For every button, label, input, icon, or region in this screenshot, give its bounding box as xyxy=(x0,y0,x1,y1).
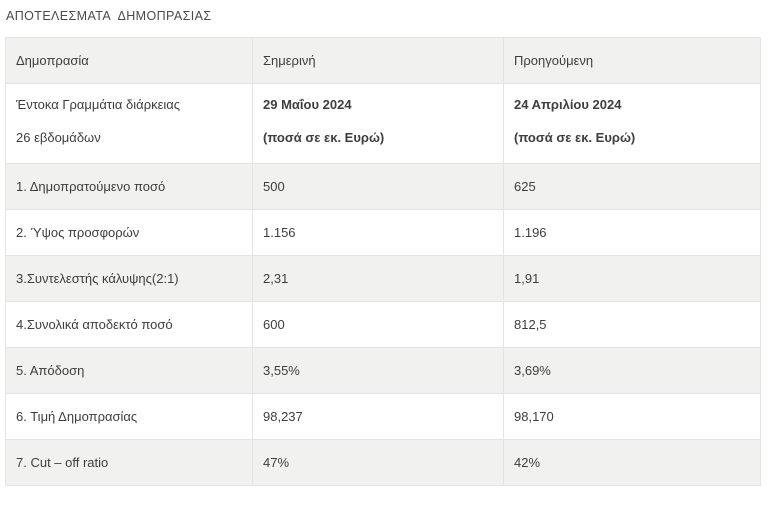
table-row: 1. Δημοπρατούμενο ποσό 500 625 xyxy=(5,163,761,210)
row-previous-value: 42% xyxy=(503,439,761,486)
row-current-value: 3,55% xyxy=(252,347,504,394)
subheader-row: Έντοκα Γραμμάτια διάρκειας 26 εβδομάδων … xyxy=(5,83,761,164)
row-label: 4.Συνολικά αποδεκτό ποσό xyxy=(5,301,253,348)
row-label: 5. Απόδοση xyxy=(5,347,253,394)
page-title: ΑΠΟΤΕΛΕΣΜΑΤΑ ΔΗΜΟΠΡΑΣΙΑΣ xyxy=(6,9,212,23)
row-current-value: 1.156 xyxy=(252,209,504,256)
row-label: 6. Τιμή Δημοπρασίας xyxy=(5,393,253,440)
row-current-value: 98,237 xyxy=(252,393,504,440)
row-current-value: 2,31 xyxy=(252,255,504,302)
table-row: 6. Τιμή Δημοπρασίας 98,237 98,170 xyxy=(5,393,761,440)
row-current-value: 600 xyxy=(252,301,504,348)
row-current-value: 500 xyxy=(252,163,504,210)
column-header-previous: Προηγούμενη xyxy=(503,37,761,84)
security-duration: 26 εβδομάδων xyxy=(16,130,101,145)
table-row: 2. Ύψος προσφορών 1.156 1.196 xyxy=(5,209,761,256)
previous-unit-note: (ποσά σε εκ. Ευρώ) xyxy=(514,130,636,145)
row-current-value: 47% xyxy=(252,439,504,486)
row-previous-value: 98,170 xyxy=(503,393,761,440)
column-header-current: Σημερινή xyxy=(252,37,504,84)
previous-auction-date: 24 Απριλίου 2024 xyxy=(514,97,622,112)
security-name: Έντοκα Γραμμάτια διάρκειας xyxy=(16,97,181,112)
current-auction-date: 29 Μαΐου 2024 xyxy=(263,97,352,112)
previous-auction-date-cell: 24 Απριλίου 2024 (ποσά σε εκ. Ευρώ) xyxy=(503,83,761,164)
row-previous-value: 1.196 xyxy=(503,209,761,256)
table-row: 3.Συντελεστής κάλυψης(2:1) 2,31 1,91 xyxy=(5,255,761,302)
current-unit-note: (ποσά σε εκ. Ευρώ) xyxy=(263,130,385,145)
security-description-cell: Έντοκα Γραμμάτια διάρκειας 26 εβδομάδων xyxy=(5,83,253,164)
row-label: 2. Ύψος προσφορών xyxy=(5,209,253,256)
auction-results-table: Δημοπρασία Σημερινή Προηγούμενη Έντοκα Γ… xyxy=(5,37,761,486)
table-row: 5. Απόδοση 3,55% 3,69% xyxy=(5,347,761,394)
header-row: Δημοπρασία Σημερινή Προηγούμενη xyxy=(5,37,761,84)
row-previous-value: 625 xyxy=(503,163,761,210)
table-row: 4.Συνολικά αποδεκτό ποσό 600 812,5 xyxy=(5,301,761,348)
row-previous-value: 812,5 xyxy=(503,301,761,348)
column-header-auction: Δημοπρασία xyxy=(5,37,253,84)
row-previous-value: 1,91 xyxy=(503,255,761,302)
current-auction-date-cell: 29 Μαΐου 2024 (ποσά σε εκ. Ευρώ) xyxy=(252,83,504,164)
table-row: 7. Cut – off ratio 47% 42% xyxy=(5,439,761,486)
row-previous-value: 3,69% xyxy=(503,347,761,394)
row-label: 1. Δημοπρατούμενο ποσό xyxy=(5,163,253,210)
row-label: 3.Συντελεστής κάλυψης(2:1) xyxy=(5,255,253,302)
row-label: 7. Cut – off ratio xyxy=(5,439,253,486)
